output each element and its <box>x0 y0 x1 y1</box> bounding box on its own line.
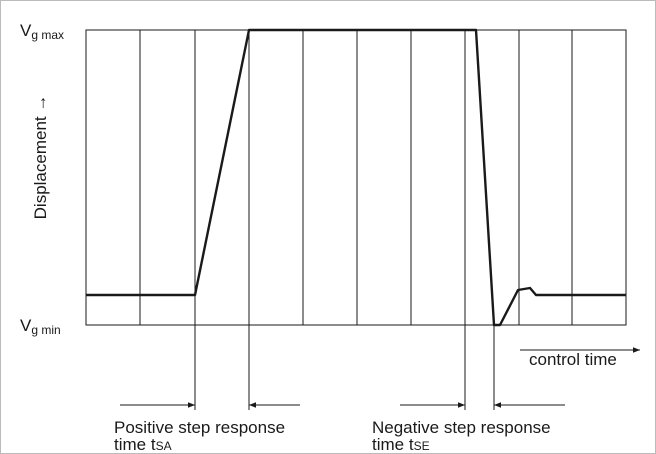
text: time t <box>372 435 414 454</box>
subscript: g min <box>31 323 60 337</box>
response-curve <box>86 28 626 327</box>
subscript: SE <box>414 439 430 453</box>
annotation-line2: time tSA <box>114 435 172 454</box>
annotation-line1: Negative step response <box>372 418 551 437</box>
x-axis-label: control time <box>529 350 617 369</box>
symbol: V <box>20 21 32 40</box>
subscript: g max <box>31 28 64 42</box>
annotation-line2: time tSE <box>372 435 430 454</box>
text: time t <box>114 435 156 454</box>
symbol: V <box>20 316 32 335</box>
plot-box <box>85 29 627 326</box>
annotation-line1: Positive step response <box>114 418 285 437</box>
y-max-label: Vg max <box>20 21 64 42</box>
grid <box>139 30 573 410</box>
y-axis-label: Displacement → <box>31 95 50 220</box>
y-min-label: Vg min <box>20 316 61 337</box>
subscript: SA <box>156 439 172 453</box>
